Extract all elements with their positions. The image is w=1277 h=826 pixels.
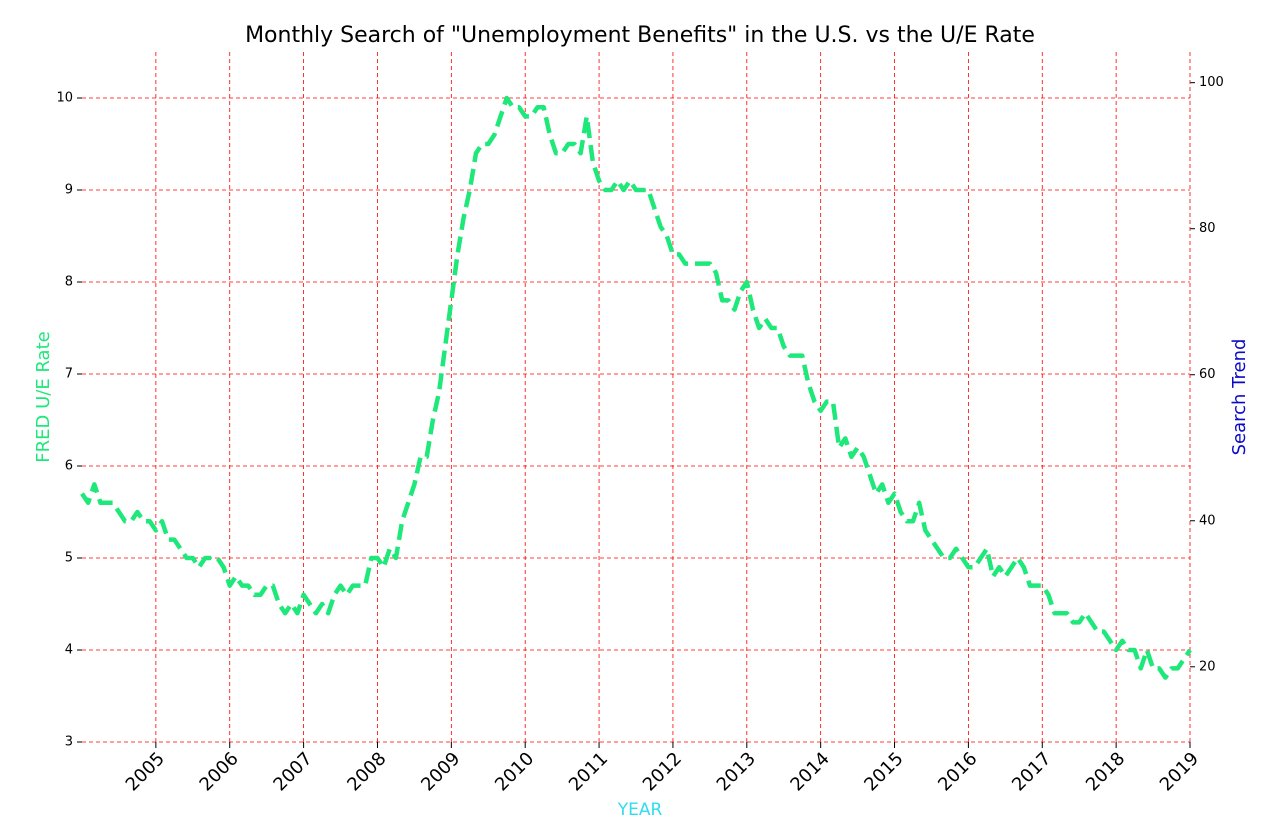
x-tick-label: 2008 (343, 748, 390, 795)
x-tick-label: 2018 (1082, 748, 1129, 795)
y-tick-label: 9 (65, 183, 73, 198)
chart-title: Monthly Search of "Unemployment Benefits… (245, 23, 1035, 48)
y2-tick-label: 80 (1199, 221, 1216, 236)
y2-tick-label: 100 (1199, 75, 1224, 90)
y-tick-label: 4 (65, 643, 73, 658)
x-tick-label: 2016 (934, 748, 981, 795)
x-tick-label: 2017 (1008, 748, 1055, 795)
x-tick-label: 2010 (491, 748, 538, 795)
y-tick-label: 6 (65, 459, 73, 474)
x-tick-label: 2012 (639, 748, 686, 795)
y-tick-label: 3 (65, 735, 73, 750)
x-tick-label: 2006 (196, 748, 243, 795)
y2-tick-label: 20 (1199, 659, 1216, 674)
y2-axis-label: Search Trend (1229, 339, 1250, 456)
x-tick-label: 2013 (713, 748, 760, 795)
y2-tick-label: 60 (1199, 367, 1216, 382)
x-axis-label: YEAR (617, 800, 663, 820)
y2-tick-label: 40 (1199, 513, 1216, 528)
y-tick-label: 7 (65, 367, 73, 382)
x-tick-label: 2014 (786, 748, 833, 795)
y-tick-label: 10 (56, 91, 73, 106)
y-tick-label: 5 (65, 551, 73, 566)
x-tick-label: 2015 (860, 748, 907, 795)
x-tick-label: 2011 (565, 748, 612, 795)
y-axis-label: FRED U/E Rate (33, 331, 54, 462)
x-tick-label: 2005 (122, 748, 169, 795)
line-series (80, 95, 1192, 680)
x-tick-label: 2007 (269, 748, 316, 795)
x-tick-label: 2019 (1156, 748, 1203, 795)
x-tick-label: 2009 (417, 748, 464, 795)
y-tick-label: 8 (65, 275, 73, 290)
